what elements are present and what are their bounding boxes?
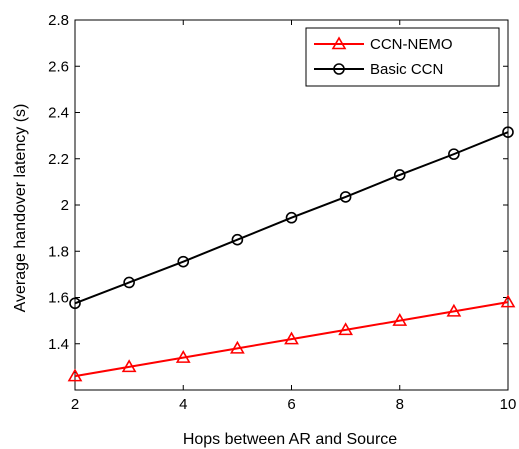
data-point-basic-ccn <box>69 297 81 310</box>
y-tick-label: 2.4 <box>48 105 69 122</box>
plot-area: 2 4 6 8 10 1.4 1.6 1.8 2 2.2 2.4 2.6 2.8 <box>48 12 516 413</box>
data-point-basic-ccn <box>448 148 460 160</box>
legend-marker-ccn-nemo <box>331 36 347 50</box>
legend-box <box>305 27 500 87</box>
y-tick-label: 2 <box>61 197 69 214</box>
legend-marker-basic-ccn <box>333 63 345 75</box>
x-tick-label: 10 <box>500 396 517 413</box>
y-tick-label: 2.2 <box>48 151 69 168</box>
data-point-ccn-nemo <box>121 359 137 373</box>
data-point-ccn-nemo <box>175 350 191 363</box>
y-tick-label: 1.4 <box>48 336 69 353</box>
y-tick-label: 1.8 <box>48 243 69 260</box>
data-point-basic-ccn <box>339 191 352 203</box>
data-point-basic-ccn <box>285 211 298 224</box>
legend: CCN-NEMO Basic CCN <box>305 27 500 87</box>
series-line-ccn-nemo <box>74 301 509 378</box>
x-tick-label: 2 <box>71 396 79 413</box>
data-point-basic-ccn <box>177 255 190 268</box>
data-point-ccn-nemo <box>446 303 462 317</box>
y-tick-label: 2.6 <box>48 58 69 75</box>
data-point-ccn-nemo <box>67 368 83 382</box>
y-axis-title: Average handover latency (s) <box>12 104 29 313</box>
y-tick-label: 2.8 <box>48 12 69 29</box>
data-point-ccn-nemo <box>338 322 354 336</box>
legend-label-basic-ccn: Basic CCN <box>370 61 443 78</box>
legend-label-ccn-nemo: CCN-NEMO <box>370 36 453 53</box>
data-point-ccn-nemo <box>229 340 245 354</box>
data-point-basic-ccn <box>123 276 135 289</box>
x-tick-label: 8 <box>396 396 404 413</box>
data-point-basic-ccn <box>502 126 514 138</box>
data-point-basic-ccn <box>231 233 244 246</box>
x-tick-label: 4 <box>179 396 187 413</box>
series-line-basic-ccn <box>74 131 509 305</box>
data-point-basic-ccn <box>393 169 406 181</box>
x-axis-title: Hops between AR and Source <box>183 431 397 448</box>
data-point-ccn-nemo <box>284 331 299 345</box>
x-tick-label: 6 <box>287 396 295 413</box>
data-point-ccn-nemo <box>392 313 408 326</box>
data-point-ccn-nemo <box>500 294 516 308</box>
y-tick-label: 1.6 <box>48 290 69 307</box>
